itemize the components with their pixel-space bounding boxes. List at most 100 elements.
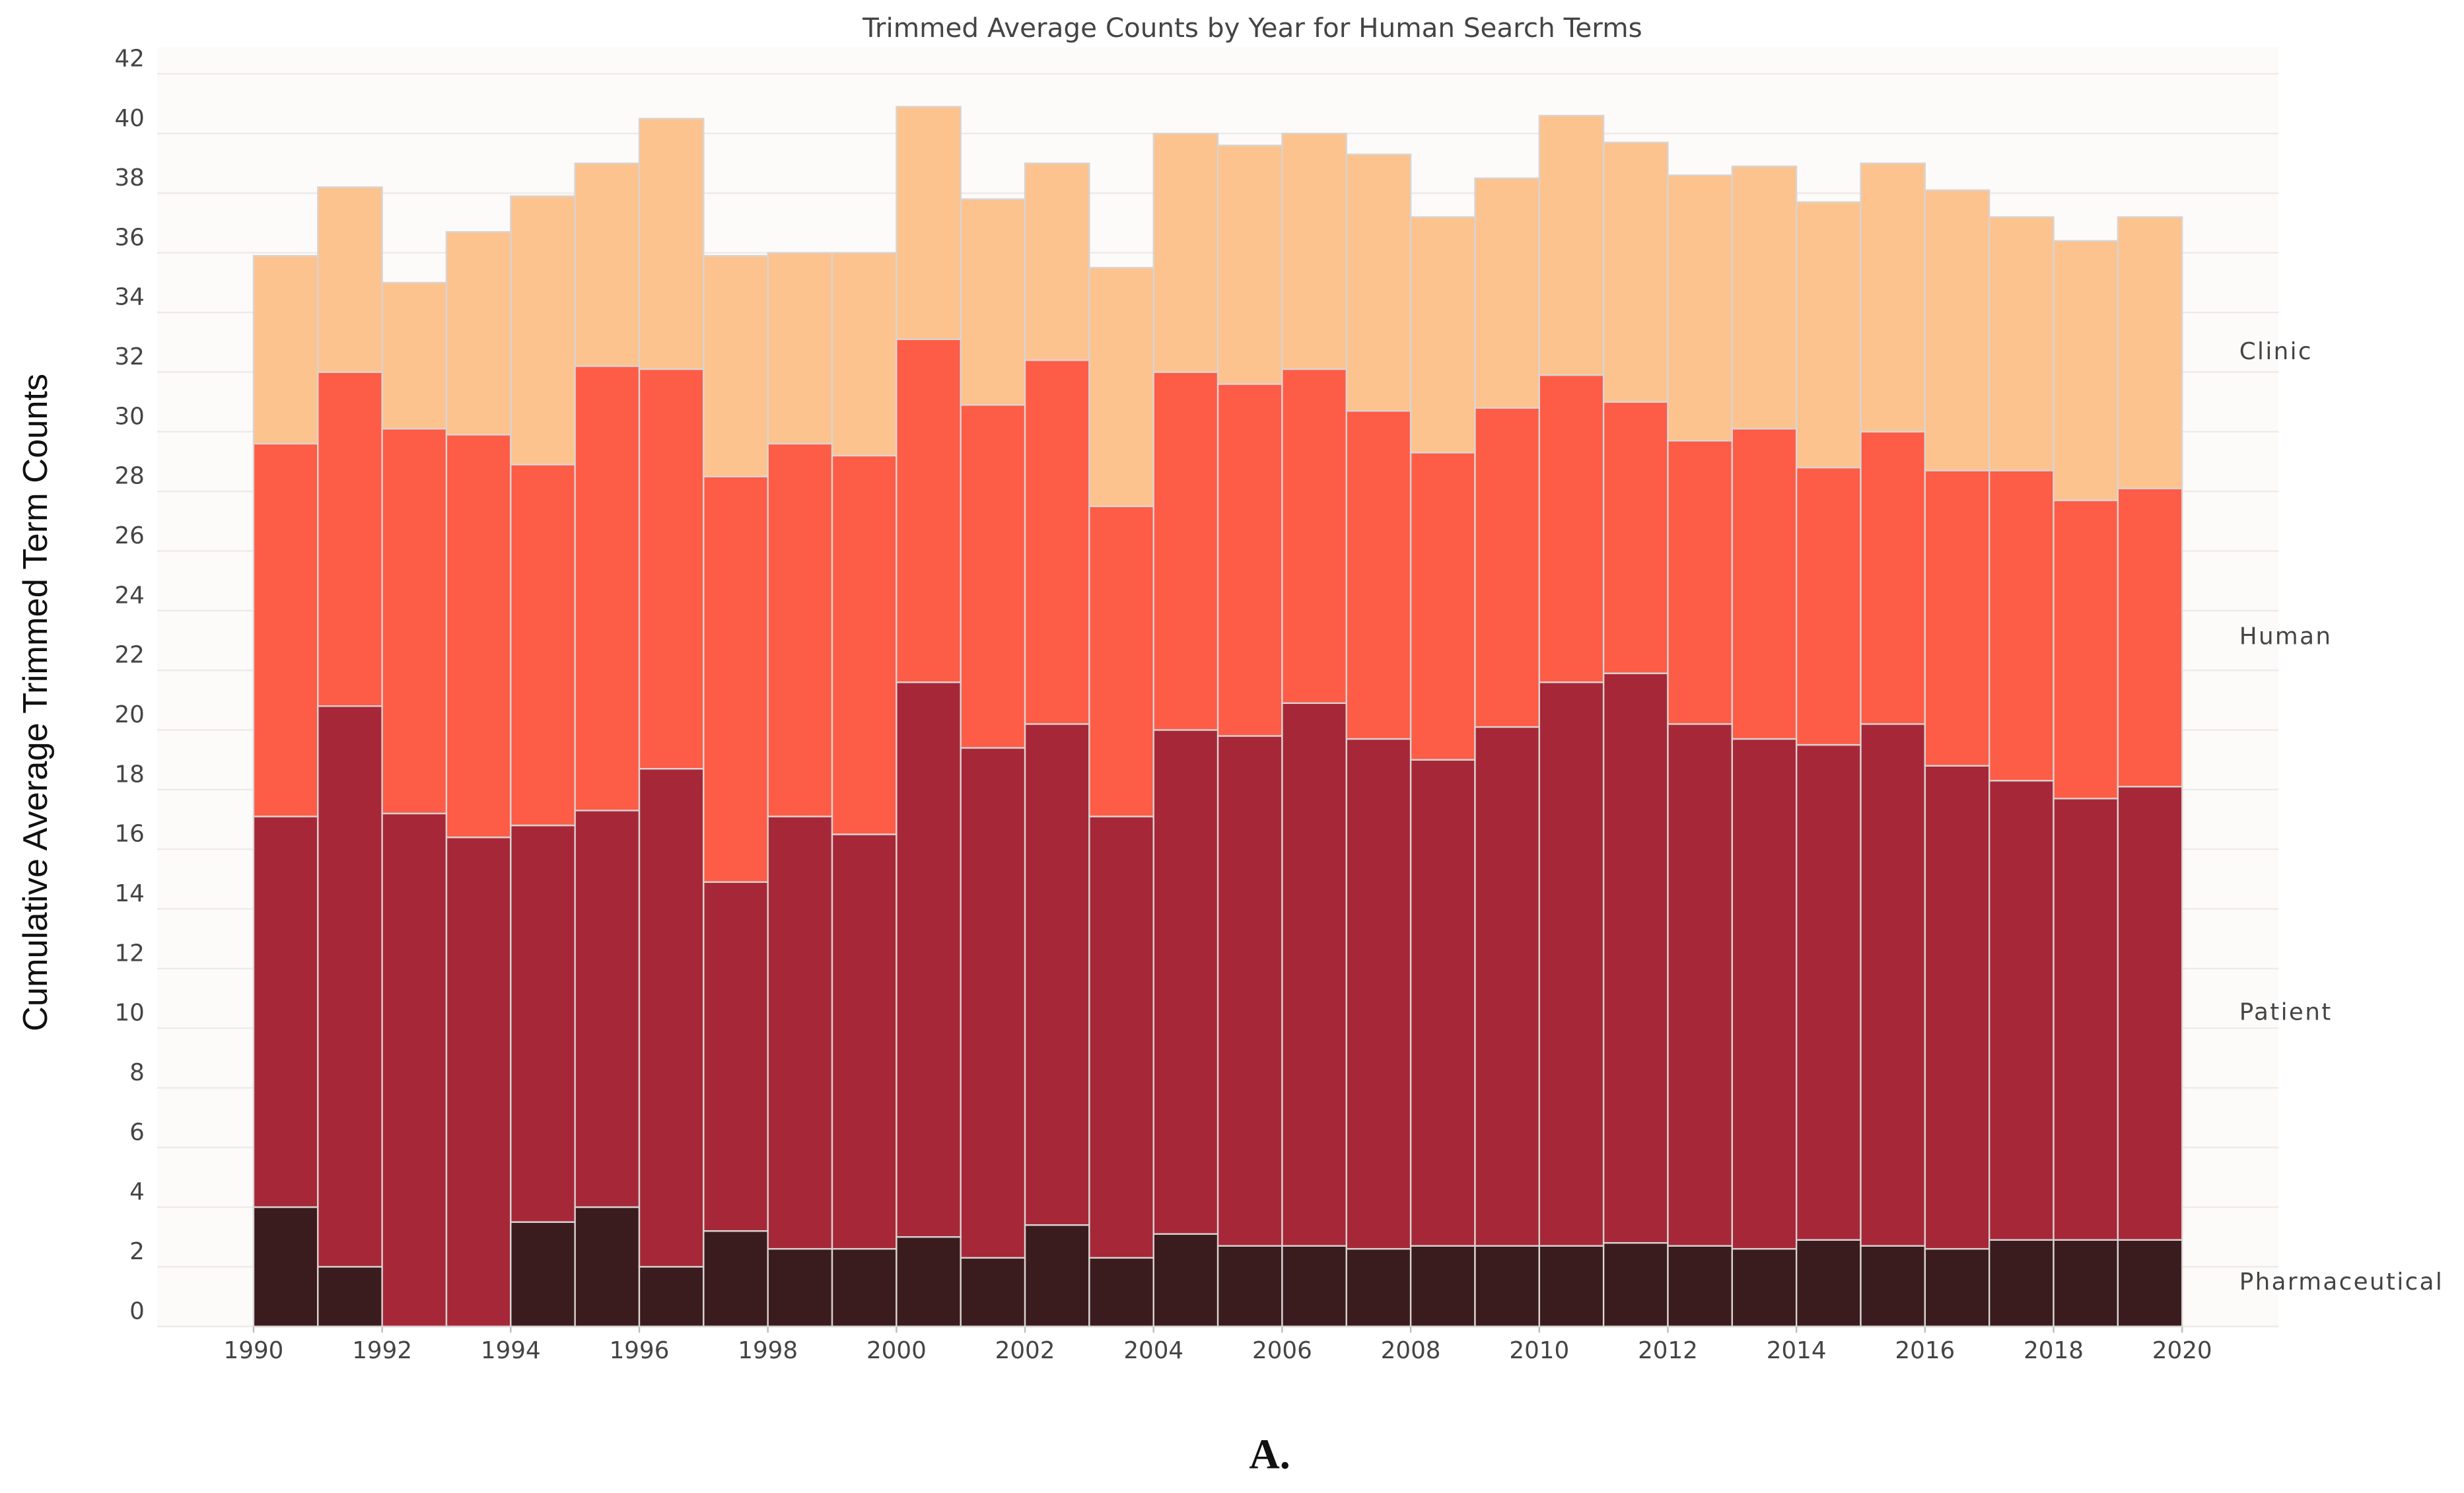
caption: A. [1249,1430,1290,1477]
legend-label: Patient [2239,999,2333,1026]
bar-segment [1024,723,1090,1226]
x-tick-label: 1992 [352,1337,412,1364]
bar-segment [1474,726,1540,1247]
bar-segment [1731,738,1798,1250]
y-tick-label: 30 [114,403,144,430]
legend-label: Pharmaceutical [2239,1268,2444,1296]
bar-segment [1795,1239,1862,1327]
bar-segment [960,747,1026,1259]
bar-segment [896,106,962,341]
bar-segment [703,881,769,1232]
bar-segment [445,836,512,1327]
bar-segment [1474,1245,1540,1327]
bar-segment [1088,816,1154,1259]
bar-segment [2053,798,2119,1241]
bar-segment [1602,672,1669,1244]
bar-segment [896,681,962,1238]
bar-segment [1474,177,1540,409]
bar-segment [381,428,448,815]
bar-segment [1152,1233,1219,1327]
bar-segment [831,454,898,835]
y-tick-label: 32 [114,343,144,370]
bar-segment [1667,723,1734,1247]
y-tick-label: 2 [129,1238,145,1265]
x-tick-label: 2004 [1123,1337,1183,1364]
bar-segment [1409,216,1476,454]
bar-segment [1216,1245,1283,1327]
bar-segment [2117,786,2183,1241]
bar-segment [1988,780,2055,1241]
bar-segment [1538,1245,1605,1327]
bar-segment [1216,145,1283,385]
y-tick-label: 6 [129,1119,145,1146]
bar-segment [574,162,641,367]
bar-segment [381,281,448,430]
bar-segment [1924,1248,1990,1327]
y-tick-label: 8 [129,1059,145,1086]
bar-segment [381,812,448,1327]
bar-segment [317,371,383,707]
bar-segment [1795,744,1862,1241]
bar-segment [1281,368,1347,704]
y-axis-title: Cumulative Average Trimmed Term Counts [17,374,55,1031]
bar-segment [960,403,1026,749]
bar-segment [1216,735,1283,1247]
bar-segment [1088,1257,1154,1327]
bar-segment [252,255,319,445]
bar-segment [2053,1239,2119,1327]
bar-segment [317,1266,383,1327]
bar-segment [896,338,962,683]
bar-segment [1667,440,1734,725]
bar-segment [960,1257,1026,1327]
bar-segment [638,767,705,1268]
bar-segment [252,1206,319,1327]
bar-segment [1216,383,1283,737]
bar-segment [445,434,512,839]
bar-segment [2053,240,2119,501]
bar-segment [767,252,833,445]
bar-segment [1602,1242,1669,1327]
bar-segment [1860,431,1926,725]
bar-segment [510,464,576,827]
x-tick-label: 2016 [1895,1337,1955,1364]
bar-segment [1667,174,1734,442]
bar-segment [1281,132,1347,370]
bar-segment [703,475,769,883]
bar-segment [1988,216,2055,471]
bar-segment [1152,132,1219,373]
bar-segment [1795,466,1862,746]
x-tick-label: 2018 [2024,1337,2084,1364]
bar-segment [2117,1239,2183,1327]
bar-segment [1924,765,1990,1250]
y-tick-label: 12 [114,940,144,967]
bar-segment [1152,729,1219,1235]
bar-segment [1152,371,1219,731]
bar-segment [2053,499,2119,800]
y-tick-label: 18 [114,761,144,788]
bar-segment [1281,702,1347,1247]
bar-segment [1345,153,1412,412]
y-tick-label: 38 [114,164,144,191]
y-tick-label: 28 [114,463,144,490]
bar-segment [831,252,898,457]
x-tick-label: 1990 [224,1337,284,1364]
bar-segment [1345,1248,1412,1327]
x-tick-label: 2006 [1252,1337,1312,1364]
x-tick-label: 2014 [1767,1337,1827,1364]
bar-segment [767,1248,833,1327]
x-tick-label: 2020 [2152,1337,2212,1364]
bar-segment [252,442,319,817]
y-tick-label: 26 [114,522,144,549]
y-tick-label: 42 [114,45,144,72]
bar-segment [445,231,512,436]
bar-segment [1860,723,1926,1247]
y-tick-label: 14 [114,880,144,907]
y-tick-label: 20 [114,701,144,728]
bar-segment [1024,162,1090,361]
bar-segment [510,824,576,1223]
bar-segment [1409,1245,1476,1327]
y-tick-label: 0 [129,1298,145,1325]
bar-segment [767,816,833,1250]
bar-segment [2117,487,2183,788]
